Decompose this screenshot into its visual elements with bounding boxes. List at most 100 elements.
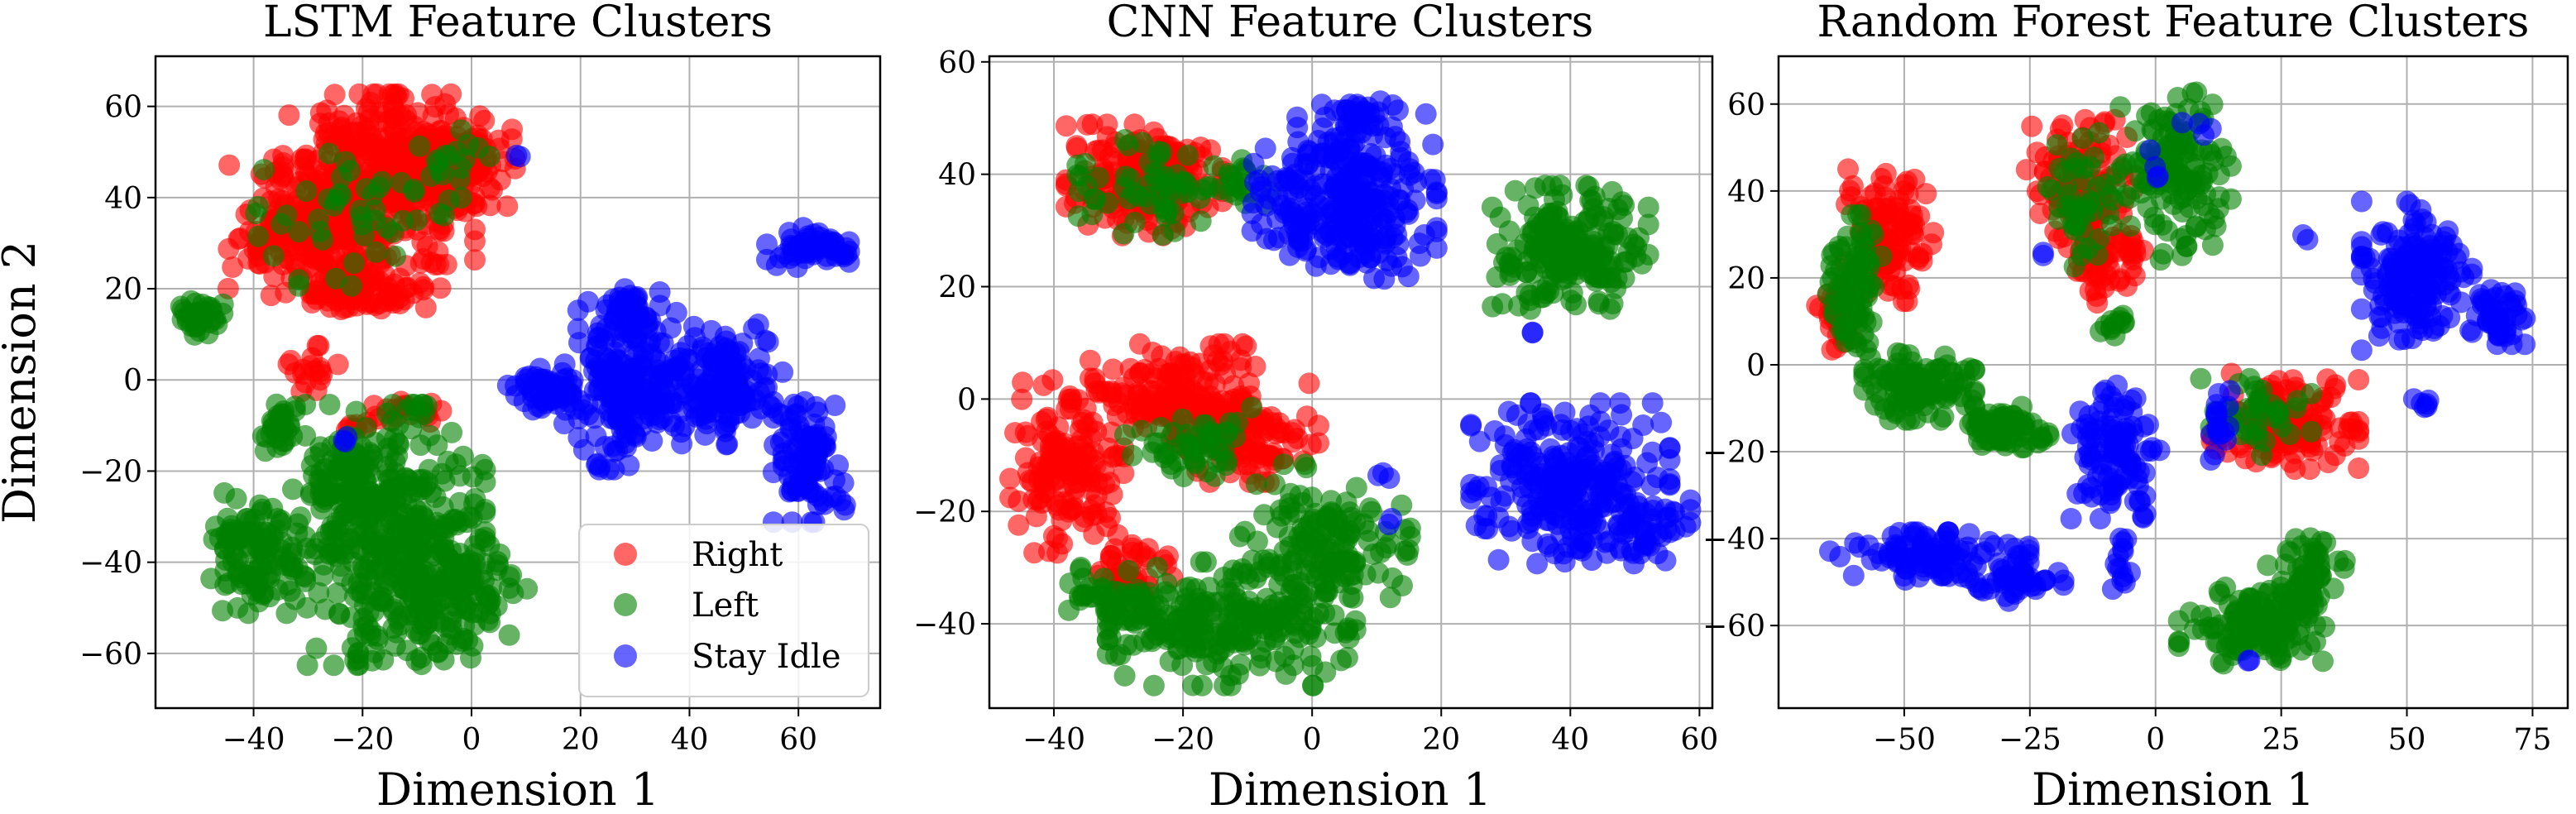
- point-right: [2029, 203, 2052, 224]
- point-left: [1344, 553, 1367, 575]
- point-stay-idle: [1490, 491, 1512, 513]
- point-left: [1399, 526, 1421, 548]
- point-left: [326, 511, 348, 534]
- point-left: [1172, 466, 1195, 487]
- point-left: [1113, 129, 1136, 151]
- point-right: [1235, 335, 1257, 357]
- point-stay-idle: [1520, 463, 1542, 486]
- point-left: [1121, 444, 1143, 467]
- point-right: [429, 277, 452, 299]
- point-right: [356, 274, 378, 296]
- point-left: [1300, 486, 1323, 509]
- point-stay-idle: [788, 463, 811, 486]
- point-left: [247, 558, 269, 581]
- point-left: [1583, 185, 1606, 208]
- point-left: [1148, 616, 1171, 639]
- point-stay-idle: [1567, 517, 1589, 539]
- point-stay-idle: [534, 392, 556, 414]
- point-stay-idle: [691, 381, 713, 403]
- point-left: [1233, 634, 1256, 656]
- point-right: [1209, 354, 1232, 376]
- point-left: [353, 622, 376, 644]
- point-left: [1302, 674, 1324, 697]
- point-stay-idle: [1483, 420, 1506, 442]
- point-left: [312, 228, 333, 251]
- point-stay-idle: [1312, 173, 1334, 195]
- point-left: [1071, 584, 1094, 606]
- point-right: [294, 148, 316, 170]
- point-left: [1637, 196, 1659, 218]
- point-right: [1051, 533, 1074, 555]
- point-stay-idle: [769, 431, 792, 453]
- point-right: [422, 105, 444, 127]
- x-tick-label: −20: [1152, 723, 1214, 757]
- point-left: [1113, 664, 1136, 687]
- point-stay-idle: [624, 301, 646, 323]
- point-stay-idle: [805, 395, 827, 418]
- point-left: [1252, 549, 1275, 572]
- point-left: [1101, 601, 1123, 623]
- x-tick-label: 40: [1551, 723, 1589, 757]
- point-left: [1066, 164, 1089, 186]
- point-right: [473, 109, 496, 132]
- point-stay-idle: [1310, 93, 1333, 116]
- point-left: [213, 481, 236, 504]
- point-left: [1338, 501, 1361, 524]
- point-stay-idle: [1602, 463, 1625, 486]
- point-left: [411, 478, 433, 500]
- point-left: [376, 402, 398, 424]
- point-left: [247, 225, 270, 247]
- point-stay-idle: [757, 331, 779, 353]
- point-right: [1308, 432, 1329, 454]
- point-left: [305, 637, 328, 659]
- point-stay-idle: [1390, 141, 1412, 163]
- point-right: [1129, 541, 1152, 563]
- point-right: [1199, 335, 1222, 357]
- point-right: [2109, 268, 2132, 290]
- point-left: [262, 245, 285, 267]
- point-stay-idle: [1363, 267, 1385, 290]
- point-right: [414, 296, 437, 318]
- point-left: [1342, 587, 1364, 609]
- point-stay-idle: [1618, 492, 1640, 515]
- point-left: [435, 564, 457, 587]
- point-left: [1828, 235, 1851, 257]
- point-left: [1195, 414, 1217, 436]
- panel-cnn: CNN Feature Clusters −40 −20 0 20 40 60−40−20…: [913, 0, 1718, 814]
- point-stay-idle: [1295, 238, 1317, 261]
- legend-marker-left: [614, 593, 637, 616]
- point-right: [1065, 135, 1088, 157]
- point-left: [1361, 500, 1383, 523]
- point-left: [498, 624, 520, 646]
- point-stay-idle: [1332, 171, 1354, 194]
- point-left: [347, 467, 368, 489]
- point-right: [1166, 384, 1188, 406]
- point-left: [1128, 582, 1151, 605]
- point-right: [1041, 369, 1064, 391]
- point-left: [1282, 654, 1305, 677]
- point-right: [323, 84, 346, 106]
- x-tick-label: −40: [1022, 723, 1085, 757]
- point-right: [2299, 458, 2321, 481]
- point-left: [410, 573, 433, 596]
- point-stay-idle: [1410, 245, 1431, 267]
- point-left: [1113, 424, 1136, 446]
- point-stay-idle: [1650, 411, 1673, 433]
- point-left: [333, 485, 355, 507]
- point-left: [372, 587, 395, 610]
- x-tick-label: 0: [462, 723, 481, 757]
- point-left: [272, 403, 294, 425]
- point-stay-idle: [1503, 438, 1525, 461]
- point-left: [450, 187, 472, 209]
- point-left: [1320, 501, 1343, 523]
- point-left: [180, 315, 203, 338]
- point-left: [426, 640, 448, 663]
- point-right: [1075, 397, 1097, 419]
- point-left: [318, 394, 341, 415]
- point-right: [384, 127, 406, 149]
- point-left: [1246, 530, 1268, 553]
- point-stay-idle: [620, 362, 642, 384]
- point-left: [365, 241, 387, 263]
- panel-random-forest: Random Forest Feature Clusters −50 −25 0 25…: [1702, 0, 2569, 814]
- point-left: [334, 151, 357, 173]
